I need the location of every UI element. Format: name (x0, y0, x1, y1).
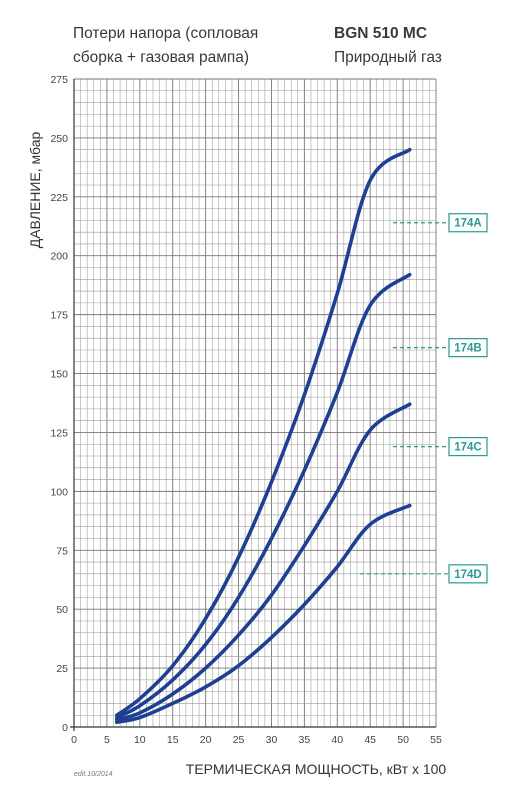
y-tick-label: 225 (50, 192, 68, 204)
x-tick-label: 5 (104, 734, 110, 746)
x-tick-label: 15 (167, 734, 179, 746)
chart-ticks: 0 5 10 15 20 25 30 35 40 45 50 55 0 25 50 75 100 125 150 17… (50, 74, 442, 746)
series-labels: 174A 174B 174C 174D (360, 213, 488, 584)
series-line-174D (115, 503, 412, 725)
gas-type: Природный газ (334, 49, 442, 66)
x-tick-label: 25 (233, 734, 245, 746)
x-tick-label: 50 (397, 734, 409, 746)
series-label: 174A (454, 218, 482, 230)
x-axis-title: ТЕРМИЧЕСКАЯ МОЩНОСТЬ, кВт x 100 (186, 761, 447, 777)
y-tick-label: 75 (56, 545, 68, 557)
y-tick-label: 175 (50, 310, 68, 322)
y-tick-label: 150 (50, 369, 68, 381)
chart-title-line2: сборка + газовая рампа) (73, 49, 250, 66)
edition-note: edit.10/2014 (74, 771, 113, 778)
series-line-174C (115, 402, 412, 722)
x-tick-label: 10 (134, 734, 146, 746)
x-tick-label: 55 (430, 734, 442, 746)
series-label: 174C (454, 442, 482, 454)
series-label-box (448, 564, 488, 584)
x-tick-label: 20 (200, 734, 212, 746)
chart-subtitle: BGN 510 MC Природный газ (334, 22, 442, 70)
y-tick-label: 275 (50, 74, 68, 86)
series-label-box (448, 213, 488, 233)
y-tick-label: 0 (62, 722, 68, 734)
model-name: BGN 510 MC (334, 25, 428, 42)
x-tick-label: 40 (331, 734, 343, 746)
series-line-174B (115, 272, 412, 720)
y-tick-label: 250 (50, 133, 68, 145)
chart-grid (73, 78, 437, 728)
y-tick-label: 25 (56, 663, 68, 675)
x-tick-label: 0 (71, 734, 77, 746)
y-axis-title: ДАВЛЕНИЕ, мбар (27, 132, 43, 249)
x-tick-label: 30 (266, 734, 278, 746)
series-label: 174B (454, 343, 482, 355)
chart-axes (70, 79, 436, 731)
series-label-box (448, 338, 488, 358)
chart-title-line1: Потери напора (сопловая (73, 25, 259, 42)
x-tick-label: 35 (299, 734, 311, 746)
series-label: 174D (454, 569, 482, 581)
series-label-box (448, 436, 488, 457)
chart-curves (115, 147, 412, 725)
x-tick-label: 45 (364, 734, 376, 746)
series-line-174A (115, 147, 412, 717)
y-tick-label: 50 (56, 604, 68, 616)
chart-title: Потери напора (сопловая сборка + газовая… (73, 22, 258, 70)
y-tick-label: 125 (50, 427, 68, 439)
y-tick-label: 100 (50, 486, 68, 498)
y-tick-label: 200 (50, 251, 68, 263)
